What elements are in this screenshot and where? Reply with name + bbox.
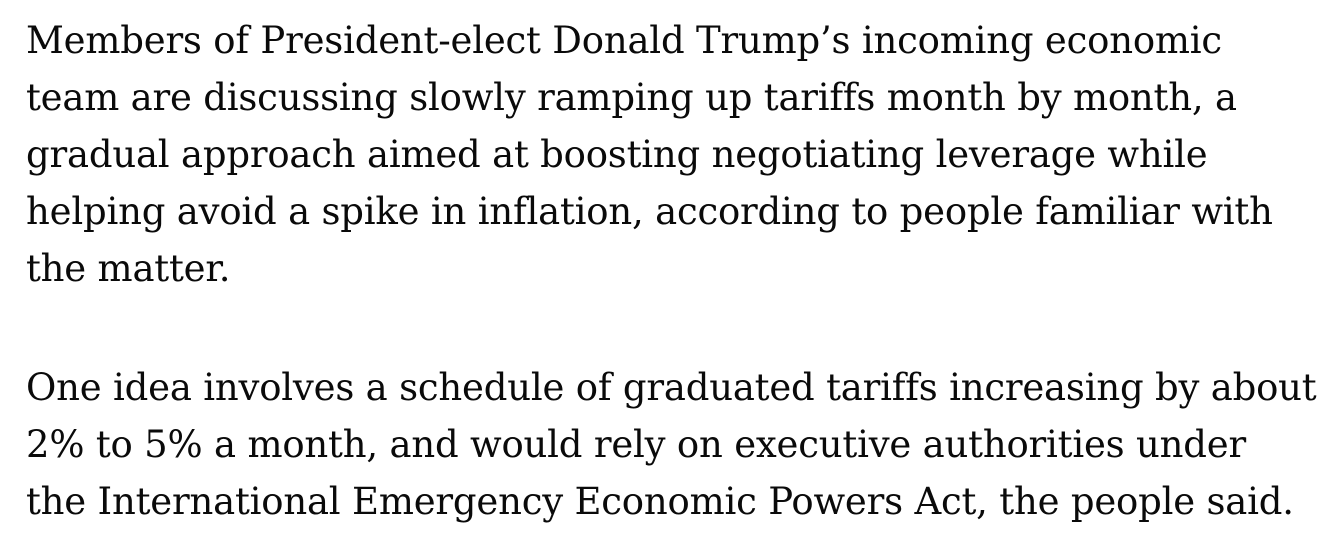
text-line: One idea involves a schedule of graduate… [26, 366, 1317, 409]
paragraph: Members of President-elect Donald Trump’… [26, 12, 1290, 297]
text-line: the matter. [26, 247, 231, 290]
paragraph: One idea involves a schedule of graduate… [26, 359, 1317, 530]
text-line: gradual approach aimed at boosting negot… [26, 133, 1208, 176]
text-line: the International Emergency Economic Pow… [26, 480, 1294, 523]
article-body: Members of President-elect Donald Trump’… [26, 12, 1317, 530]
text-line: Members of President-elect Donald Trump’… [26, 19, 1222, 62]
text-line: team are discussing slowly ramping up ta… [26, 76, 1237, 119]
text-line: 2% to 5% a month, and would rely on exec… [26, 423, 1246, 466]
text-line: helping avoid a spike in inflation, acco… [26, 190, 1273, 233]
